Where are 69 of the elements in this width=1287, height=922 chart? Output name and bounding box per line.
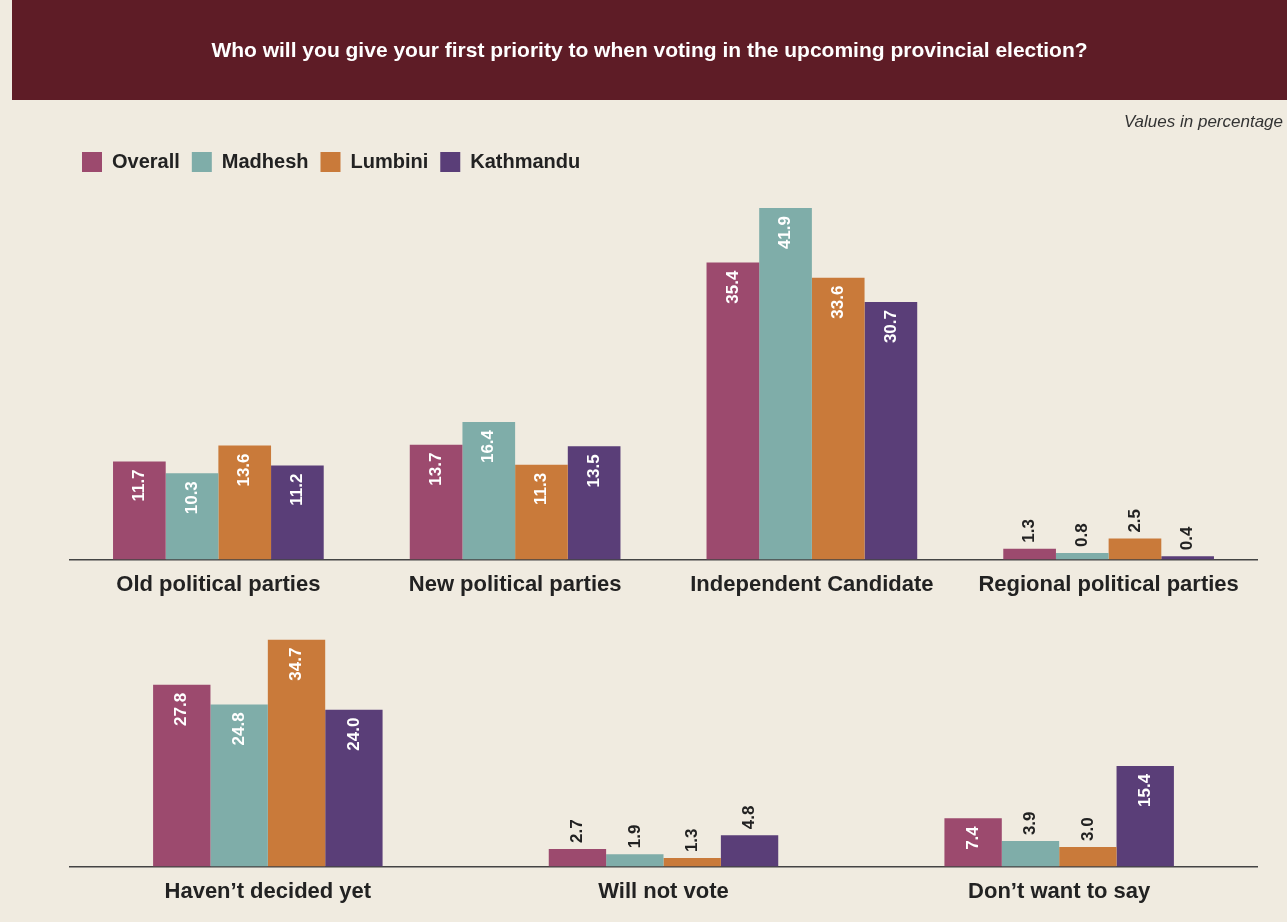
x-tick-label: Will not vote (598, 877, 729, 903)
legend-label: Madhesh (221, 149, 309, 172)
bar (1055, 552, 1109, 560)
bar (663, 858, 721, 867)
bar (210, 704, 268, 867)
data-label: 11.2 (287, 473, 307, 506)
bar (153, 684, 211, 867)
chart-title: Who will you give your first priority to when voting in the upcoming provincial election? (12, 0, 1287, 100)
data-label: 2.5 (1124, 508, 1144, 533)
data-label: 4.8 (739, 805, 759, 830)
x-tick-label: New political parties (408, 570, 622, 596)
x-tick-label: Don’t want to say (968, 877, 1151, 903)
bar (1116, 765, 1174, 867)
bar (706, 262, 760, 560)
legend-label: Kathmandu (470, 149, 581, 172)
bar (944, 818, 1002, 867)
bar (811, 277, 865, 560)
bar (113, 461, 166, 560)
legend-label: Overall (112, 149, 180, 172)
bar (606, 854, 664, 867)
bar (759, 208, 812, 560)
data-label: 3.0 (1077, 817, 1097, 841)
data-label: 11.3 (531, 472, 551, 505)
bar (515, 464, 568, 560)
data-label: 13.5 (583, 454, 603, 488)
data-label: 30.7 (880, 309, 900, 344)
bar (325, 709, 383, 867)
data-label: 10.3 (181, 481, 201, 515)
data-label: 27.8 (171, 692, 191, 726)
data-label: 24.0 (343, 717, 363, 751)
data-label: 1.9 (624, 824, 644, 849)
data-label: 2.7 (567, 819, 587, 843)
data-label: 11.7 (129, 469, 149, 502)
bar (1059, 846, 1117, 867)
data-label: 0.4 (1177, 526, 1197, 551)
bar (720, 835, 779, 867)
x-tick-label: Old political parties (116, 570, 321, 596)
bar (218, 445, 272, 560)
data-label: 13.7 (425, 452, 445, 486)
bar (462, 421, 516, 560)
x-tick-label: Haven’t decided yet (164, 877, 372, 903)
bar (267, 639, 326, 867)
bar (548, 848, 607, 867)
data-label: 16.4 (478, 429, 498, 464)
bar (1161, 556, 1214, 560)
bar (1001, 841, 1060, 867)
bar (409, 444, 463, 560)
x-tick-label: Regional political parties (978, 570, 1239, 596)
bar (1108, 538, 1162, 560)
data-label: 24.8 (228, 712, 248, 746)
data-label: 1.3 (1019, 519, 1039, 543)
data-label: 1.3 (681, 828, 701, 853)
bar (165, 473, 219, 560)
data-label: 7.4 (962, 825, 982, 850)
x-tick-label: Independent Candidate (690, 570, 934, 596)
bar (864, 301, 918, 560)
data-label: 35.4 (722, 270, 742, 304)
data-label: 13.6 (234, 453, 254, 487)
legend-label: Lumbini (350, 149, 429, 172)
data-label: 0.8 (1071, 523, 1091, 547)
data-label: 3.9 (1020, 811, 1040, 836)
data-label: 41.9 (775, 216, 795, 250)
bar (567, 446, 621, 560)
data-label: 15.4 (1134, 773, 1154, 807)
text: Values in percentage (1123, 112, 1283, 132)
data-label: 33.6 (827, 285, 847, 319)
bar (1003, 548, 1056, 560)
bar (271, 465, 324, 560)
data-label: 34.7 (286, 647, 306, 681)
